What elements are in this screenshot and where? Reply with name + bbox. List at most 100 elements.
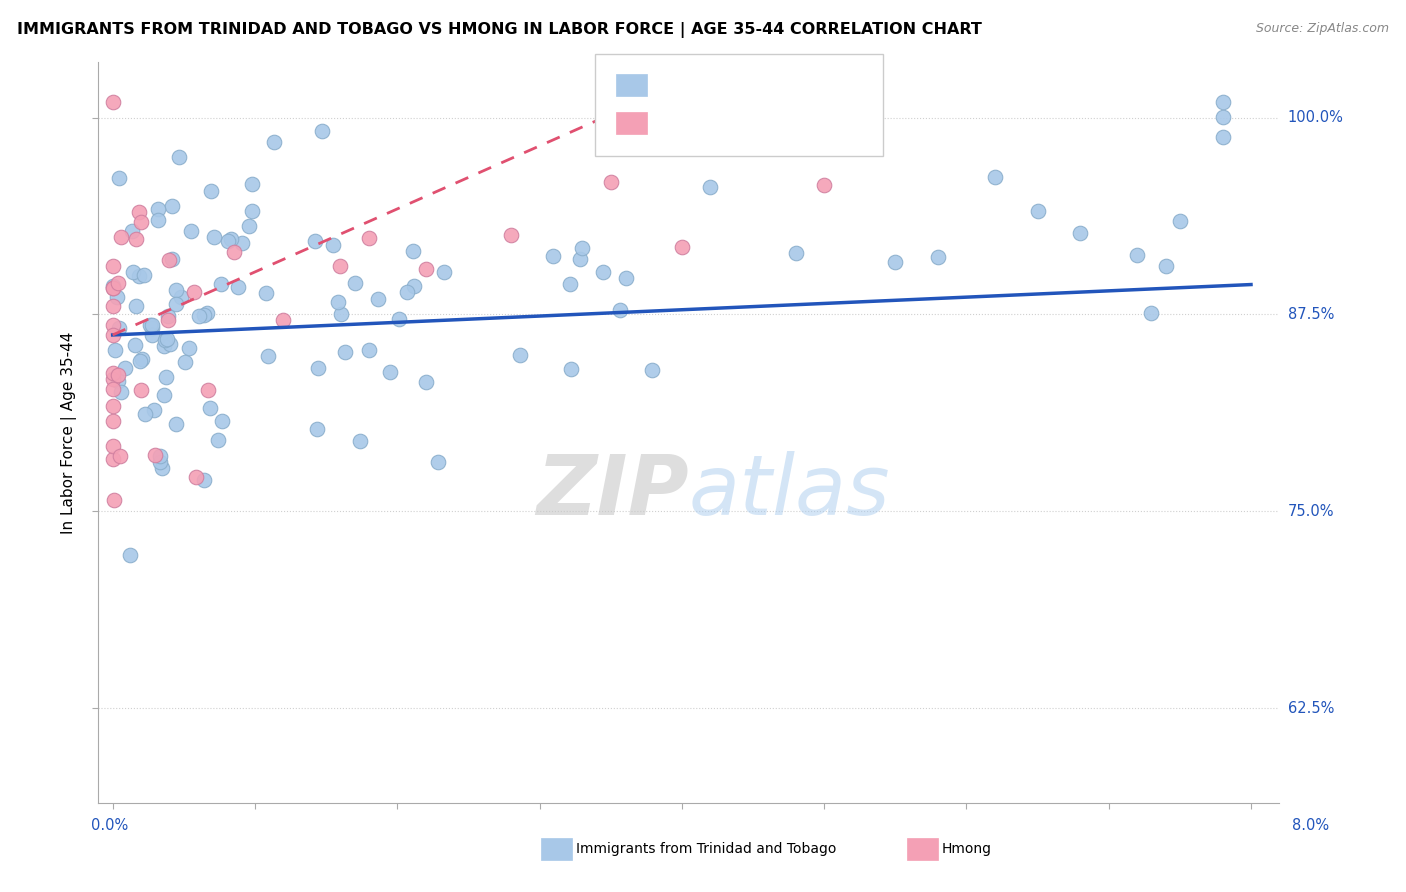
Point (174, 355, 197, 369)
Point (330, 307, 353, 321)
Point (122, 265, 145, 279)
Point (101, 95, 124, 109)
Point (202, 230, 225, 244)
Point (343, 276, 366, 290)
Point (107, 368, 129, 382)
Point (209, 277, 232, 291)
Point (195, 306, 218, 320)
Point (304, 234, 326, 248)
Point (148, 212, 170, 227)
Point (211, 414, 233, 428)
Point (101, 278, 124, 293)
Point (785, 246, 807, 260)
Point (156, 313, 179, 327)
Point (1168, 214, 1191, 228)
Point (841, 95, 863, 109)
Point (427, 455, 450, 469)
Y-axis label: In Labor Force | Age 35-44: In Labor Force | Age 35-44 (60, 332, 77, 533)
Point (219, 232, 242, 246)
Point (142, 403, 165, 417)
Point (329, 259, 352, 273)
Point (128, 268, 150, 283)
Point (101, 259, 124, 273)
Point (101, 281, 124, 295)
Point (129, 354, 152, 368)
Point (179, 341, 201, 355)
Point (1212, 110, 1234, 124)
Text: 0.0%: 0.0% (91, 818, 128, 832)
Point (671, 239, 693, 253)
Point (160, 199, 183, 213)
Point (141, 318, 163, 333)
Text: ZIP: ZIP (536, 451, 689, 533)
Point (415, 375, 437, 389)
Point (125, 232, 148, 246)
Point (167, 150, 190, 164)
Point (984, 169, 1007, 184)
Point (103, 493, 125, 508)
Point (263, 135, 285, 149)
Point (105, 290, 128, 304)
Point (129, 215, 152, 229)
Text: 62.5%: 62.5% (1288, 701, 1334, 715)
Point (388, 312, 411, 326)
Point (104, 343, 127, 357)
Point (335, 345, 357, 359)
Point (273, 313, 295, 327)
Point (107, 375, 129, 389)
Text: 87.5%: 87.5% (1288, 307, 1334, 322)
Point (326, 295, 349, 310)
Point (322, 237, 344, 252)
Point (156, 332, 179, 346)
Point (1212, 95, 1234, 109)
Point (129, 383, 152, 397)
Point (231, 236, 253, 251)
Point (240, 204, 263, 219)
Point (238, 219, 260, 233)
Point (404, 279, 426, 293)
Point (148, 455, 170, 469)
Text: 100.0%: 100.0% (1288, 110, 1344, 125)
Point (614, 271, 637, 285)
Point (101, 300, 124, 314)
Text: R = 0.175    N = 110: R = 0.175 N = 110 (658, 78, 817, 92)
Point (599, 175, 621, 189)
Point (124, 338, 146, 352)
Point (560, 362, 582, 376)
Point (131, 351, 153, 366)
Point (395, 285, 418, 299)
Point (143, 448, 166, 462)
Point (1154, 259, 1177, 273)
Point (509, 348, 531, 362)
Point (107, 276, 129, 290)
Point (153, 333, 176, 347)
Text: atlas: atlas (689, 451, 890, 533)
Point (349, 434, 371, 449)
Point (200, 184, 222, 198)
Point (609, 302, 631, 317)
Point (307, 361, 329, 376)
Point (103, 414, 125, 428)
Point (198, 401, 221, 416)
Point (108, 320, 131, 334)
Point (108, 171, 131, 186)
Point (226, 280, 249, 294)
Point (433, 265, 456, 279)
Point (139, 318, 162, 332)
Point (153, 338, 176, 352)
Point (571, 241, 593, 255)
Text: R = 0.196    N = 38: R = 0.196 N = 38 (658, 116, 807, 130)
Point (1069, 226, 1091, 240)
Point (183, 285, 205, 299)
Point (101, 439, 124, 453)
Text: Source: ZipAtlas.com: Source: ZipAtlas.com (1256, 22, 1389, 36)
Point (499, 228, 522, 243)
Point (101, 281, 124, 295)
Point (311, 124, 333, 138)
Point (101, 366, 124, 380)
Point (541, 249, 564, 263)
Point (101, 372, 124, 386)
Point (558, 277, 581, 292)
Point (149, 449, 172, 463)
Text: Immigrants from Trinidad and Tobago: Immigrants from Trinidad and Tobago (576, 842, 837, 856)
